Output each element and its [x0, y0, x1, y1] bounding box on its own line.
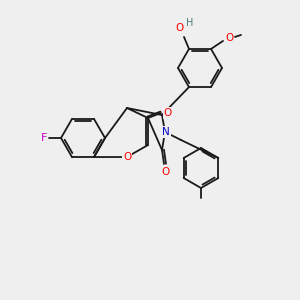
Text: O: O — [176, 23, 184, 33]
Text: O: O — [164, 108, 172, 118]
Text: O: O — [225, 33, 233, 43]
Text: N: N — [162, 127, 170, 137]
Text: F: F — [41, 133, 47, 143]
Text: O: O — [123, 152, 131, 162]
Text: H: H — [186, 18, 194, 28]
Text: O: O — [162, 167, 170, 177]
